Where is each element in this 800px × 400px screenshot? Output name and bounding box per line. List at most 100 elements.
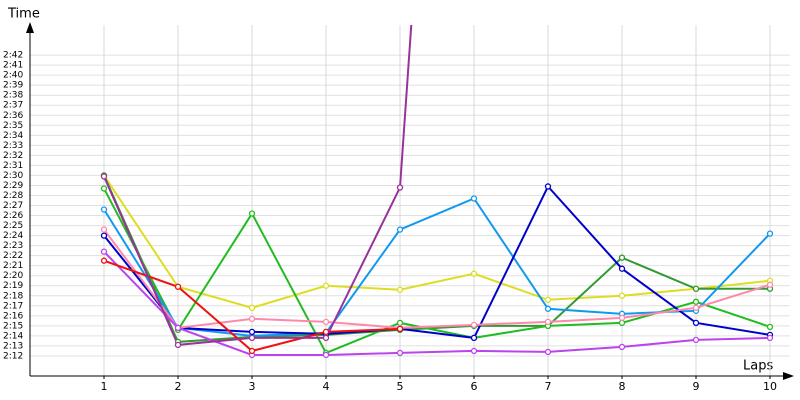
point <box>766 323 774 331</box>
point <box>100 226 108 233</box>
y-tick-label: 2:26 <box>3 211 23 221</box>
point <box>692 319 700 326</box>
point <box>396 349 404 357</box>
point <box>618 265 626 272</box>
point <box>544 348 552 356</box>
series-line <box>103 228 771 329</box>
x-tick-label: 2 <box>175 380 182 393</box>
point <box>174 283 182 290</box>
y-tick-label: 2:39 <box>3 81 23 91</box>
series-line <box>103 175 770 343</box>
y-tick-label: 2:41 <box>3 61 23 71</box>
point <box>618 254 626 261</box>
point <box>618 314 626 321</box>
point <box>174 324 182 332</box>
point <box>248 334 256 342</box>
point <box>100 257 108 264</box>
x-tick-label: 10 <box>763 380 777 393</box>
series-line <box>103 197 771 337</box>
point <box>470 347 478 355</box>
point <box>100 206 108 213</box>
point <box>322 351 330 359</box>
y-tick-label: 2:40 <box>3 71 23 81</box>
x-tick-label: 8 <box>619 380 626 393</box>
y-tick-label: 2:21 <box>3 261 23 271</box>
point <box>100 185 108 192</box>
x-axis-title: Laps <box>743 359 773 374</box>
point <box>248 304 256 311</box>
point <box>766 334 774 342</box>
point <box>618 319 626 326</box>
point <box>766 281 774 288</box>
y-tick-label: 2:19 <box>3 281 23 291</box>
y-tick-label: 2:15 <box>3 321 23 331</box>
point <box>618 343 626 351</box>
y-tick-label: 2:27 <box>3 201 23 211</box>
y-tick-label: 2:34 <box>3 131 23 141</box>
y-tick-label: 2:13 <box>3 341 23 351</box>
point <box>396 319 404 326</box>
point <box>248 210 256 217</box>
y-tick-label: 2:25 <box>3 221 23 231</box>
point <box>766 230 774 237</box>
point <box>100 232 108 239</box>
y-tick-label: 2:30 <box>3 171 23 181</box>
point <box>396 286 404 293</box>
point <box>396 184 404 191</box>
y-tick-label: 2:22 <box>3 251 23 261</box>
y-tick-label: 2:12 <box>3 351 23 361</box>
point <box>322 282 330 289</box>
point <box>692 285 700 292</box>
point <box>248 315 256 322</box>
x-arrow <box>783 372 794 380</box>
point <box>100 248 108 255</box>
x-tick-label: 7 <box>545 380 552 393</box>
point <box>544 305 552 312</box>
y-tick-label: 2:33 <box>3 141 23 151</box>
point <box>248 328 256 336</box>
point <box>174 341 182 349</box>
y-tick-label: 2:29 <box>3 181 23 191</box>
y-tick-label: 2:24 <box>3 231 23 241</box>
point <box>618 292 626 299</box>
y-tick-label: 2:17 <box>3 301 23 311</box>
point <box>322 318 330 325</box>
y-tick-label: 2:14 <box>3 331 23 341</box>
point <box>248 347 256 355</box>
y-tick-label: 2:20 <box>3 271 23 281</box>
point <box>470 195 478 202</box>
point <box>544 296 552 303</box>
y-tick-label: 2:23 <box>3 241 23 251</box>
x-tick-label: 5 <box>397 380 404 393</box>
series-line <box>103 174 771 309</box>
series-line <box>103 25 413 346</box>
y-tick-label: 2:35 <box>3 121 23 131</box>
series-line <box>103 184 771 339</box>
y-tick-label: 2:28 <box>3 191 23 201</box>
x-tick-label: 3 <box>249 380 256 393</box>
point <box>692 298 700 305</box>
y-arrow <box>26 22 34 33</box>
y-tick-label: 2:36 <box>3 111 23 121</box>
y-axis-title: Time <box>7 7 40 22</box>
point <box>470 334 478 342</box>
point <box>322 328 330 336</box>
point <box>692 304 700 311</box>
point <box>322 334 330 342</box>
x-tick-label: 6 <box>471 380 478 393</box>
point <box>470 321 478 329</box>
point <box>544 318 552 325</box>
y-tick-label: 2:37 <box>3 101 23 111</box>
point <box>692 336 700 344</box>
y-tick-label: 2:32 <box>3 151 23 161</box>
point <box>396 325 404 333</box>
x-tick-label: 4 <box>323 380 330 393</box>
point <box>470 270 478 277</box>
y-tick-label: 2:16 <box>3 311 23 321</box>
point <box>100 173 108 180</box>
y-tick-label: 2:42 <box>3 51 23 61</box>
y-tick-label: 2:38 <box>3 91 23 101</box>
x-tick-label: 9 <box>693 380 700 393</box>
y-tick-label: 2:18 <box>3 291 23 301</box>
